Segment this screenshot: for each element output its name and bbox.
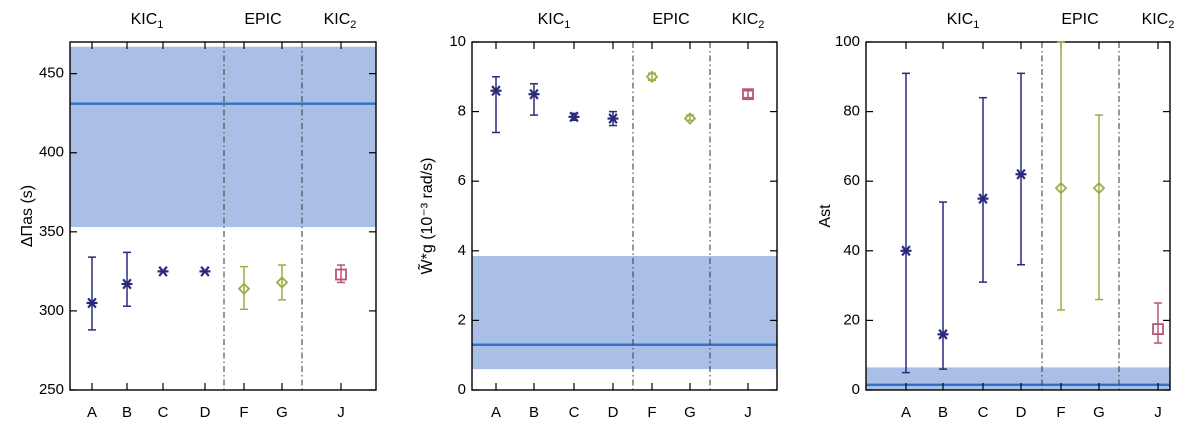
point-panel-middle-F-diamond-marker xyxy=(645,70,659,84)
panel-left-model-band xyxy=(70,46,376,228)
point-panel-right-D-star-d2 xyxy=(1016,168,1026,180)
panel-right-xtick-label-A: A xyxy=(901,404,911,421)
panel-right-ytick-label-20: 20 xyxy=(843,311,860,328)
panel-left-ytick-label-400: 400 xyxy=(39,144,64,161)
point-panel-right-F-diamond-marker xyxy=(1054,181,1068,195)
panel-left-xtick-label-D: D xyxy=(200,404,211,421)
point-panel-right-A-star-d2 xyxy=(901,245,911,257)
point-panel-middle-D-star-d2 xyxy=(608,113,618,124)
panel-left-xtick-label-F: F xyxy=(239,404,248,421)
point-panel-middle-A-star-d2 xyxy=(491,85,501,97)
panel-right-xtick-label-C: C xyxy=(978,404,989,421)
point-panel-left-B-star-d2 xyxy=(122,278,132,290)
panel-middle-ytick-label-6: 6 xyxy=(458,172,466,189)
panel-middle-xtick-label-C: C xyxy=(569,404,580,421)
panel-right-ytick-label-100: 100 xyxy=(835,33,860,50)
panel-right-xtick-label-D: D xyxy=(1016,404,1027,421)
panel-middle-ytick-label-0: 0 xyxy=(458,381,466,398)
panel-middle-group-label-KIC2: KIC2 xyxy=(732,11,765,31)
panel-right-group-label-KIC1: KIC1 xyxy=(947,11,980,31)
point-panel-right-G-diamond-marker xyxy=(1092,181,1106,195)
panel-middle-xtick-label-F: F xyxy=(647,404,656,421)
panel-left-xtick-label-J: J xyxy=(337,404,345,421)
point-panel-right-B-star-marker xyxy=(937,328,949,340)
panel-right-xtick-label-J: J xyxy=(1154,404,1162,421)
point-panel-left-A-star-d2 xyxy=(87,297,97,309)
panel-right-xtick-label-F: F xyxy=(1056,404,1065,421)
panel-middle-xtick-label-G: G xyxy=(684,404,696,421)
panel-left-ytick-label-300: 300 xyxy=(39,302,64,319)
point-panel-middle-G-diamond-marker xyxy=(683,112,697,125)
panel-left-xtick-label-B: B xyxy=(122,404,132,421)
point-panel-right-C-star-d2 xyxy=(978,193,988,204)
point-panel-middle-D-star-marker xyxy=(607,113,619,124)
panel-right-xtick-label-G: G xyxy=(1093,404,1105,421)
panel-middle-xtick-label-B: B xyxy=(529,404,539,421)
panel-middle-xtick-label-A: A xyxy=(491,404,501,421)
panel-left-ytick-label-450: 450 xyxy=(39,65,64,82)
panel-middle-ytick-label-8: 8 xyxy=(458,103,466,120)
panel-left-group-label-EPIC: EPIC xyxy=(244,11,281,28)
panel-right-model-band xyxy=(866,367,1170,390)
point-panel-left-G-diamond-marker xyxy=(275,276,289,289)
panel-left-xtick-label-G: G xyxy=(276,404,288,421)
point-panel-right-B-star-d2 xyxy=(938,328,948,340)
point-panel-right-A-star-marker xyxy=(900,245,912,257)
panel-right-ytick-label-80: 80 xyxy=(843,103,860,120)
point-panel-right-J-square-marker xyxy=(1152,323,1164,336)
panel-left-xtick-label-C: C xyxy=(158,404,169,421)
point-panel-left-B-star-marker xyxy=(121,278,133,290)
panel-middle-frame xyxy=(471,41,778,391)
point-panel-middle-B-star-marker xyxy=(528,88,540,100)
point-panel-middle-J-square-marker xyxy=(742,88,754,101)
panel-left-ytick-label-250: 250 xyxy=(39,381,64,398)
panel-right-frame xyxy=(865,41,1171,391)
panel-middle-ytick-label-2: 2 xyxy=(458,311,466,328)
panel-left-frame xyxy=(69,41,377,391)
panel-left-group-label-KIC1: KIC1 xyxy=(131,11,164,31)
point-panel-middle-B-star-d2 xyxy=(529,88,539,100)
panel-middle-xtick-label-J: J xyxy=(744,404,752,421)
panel-middle-xtick-label-D: D xyxy=(608,404,619,421)
panel-middle-group-label-EPIC: EPIC xyxy=(652,11,689,28)
panel-middle-y-axis-label: W̃*g (10⁻³ rad/s) xyxy=(417,158,437,275)
panel-left-y-axis-label: ΔΠas (s) xyxy=(19,185,36,247)
point-panel-left-J-square-marker xyxy=(335,268,347,281)
point-panel-left-D-star-marker xyxy=(199,265,211,277)
point-panel-middle-C-star-marker xyxy=(568,111,580,123)
panel-middle-ytick-label-10: 10 xyxy=(449,33,466,50)
panel-middle-ytick-label-4: 4 xyxy=(458,242,466,259)
point-panel-right-D-star-marker xyxy=(1015,168,1027,180)
panel-right-group-label-EPIC: EPIC xyxy=(1061,11,1098,28)
point-panel-right-C-star-marker xyxy=(977,193,989,204)
point-panel-middle-C-star-d2 xyxy=(569,111,579,123)
point-panel-middle-A-star-marker xyxy=(490,85,502,97)
panel-left-ytick-label-350: 350 xyxy=(39,223,64,240)
point-panel-left-C-star-marker xyxy=(157,265,169,277)
panel-right-ytick-label-0: 0 xyxy=(852,381,860,398)
point-panel-left-A-star-marker xyxy=(86,297,98,309)
panel-right-ytick-label-60: 60 xyxy=(843,172,860,189)
point-panel-left-C-star-d2 xyxy=(158,265,168,277)
panel-right-xtick-label-B: B xyxy=(938,404,948,421)
point-panel-left-D-star-d2 xyxy=(200,265,210,277)
panel-right-ytick-label-40: 40 xyxy=(843,242,860,259)
panel-middle-model-band xyxy=(472,256,777,370)
panel-right-y-axis-label: Ast xyxy=(817,204,834,228)
point-panel-left-F-diamond-marker xyxy=(237,282,251,296)
panel-left-xtick-label-A: A xyxy=(87,404,97,421)
panel-middle-group-label-KIC1: KIC1 xyxy=(538,11,571,31)
panel-right-group-label-KIC2: KIC2 xyxy=(1142,11,1175,31)
panel-left-group-label-KIC2: KIC2 xyxy=(324,11,357,31)
